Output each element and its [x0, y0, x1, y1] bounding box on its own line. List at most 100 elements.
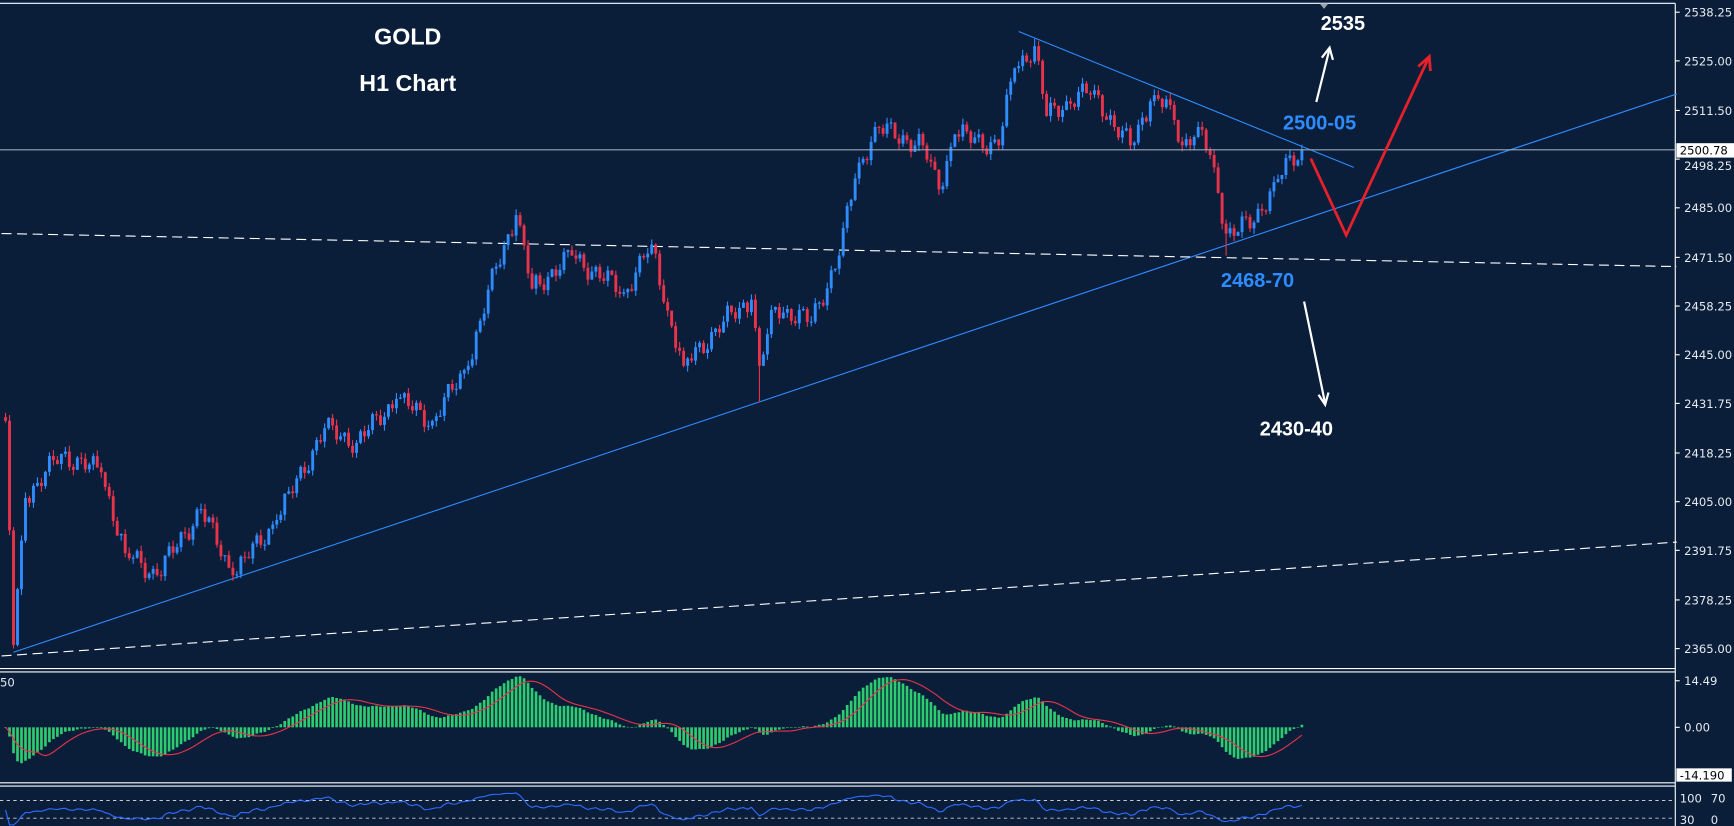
- candle-body: [1196, 126, 1200, 137]
- macd-bar: [211, 727, 215, 728]
- candle-body: [478, 320, 482, 332]
- macd-bar: [1045, 705, 1048, 728]
- candle-body: [957, 134, 961, 137]
- macd-bar: [355, 705, 358, 728]
- macd-bar: [155, 727, 159, 757]
- candle-body: [474, 331, 478, 360]
- trendlines[interactable]: [1, 30, 1678, 657]
- macd-bar: [411, 707, 414, 728]
- macd-bar: [127, 727, 131, 749]
- rsi-levels: [0, 800, 1676, 819]
- macd-bar: [538, 695, 542, 728]
- candle-body: [87, 464, 91, 470]
- candle-body: [865, 158, 869, 161]
- macd-bar: [730, 727, 733, 736]
- candle-body: [1116, 126, 1120, 138]
- macd-bar: [550, 702, 554, 728]
- candle-body: [1132, 142, 1136, 146]
- trendline-channel-upper[interactable]: [1, 232, 1677, 268]
- candle-body: [518, 215, 522, 226]
- candle-body: [398, 397, 402, 399]
- macd-bar: [1077, 720, 1080, 728]
- candle-body: [16, 589, 19, 645]
- candle-body: [1192, 136, 1196, 146]
- macd-bar: [546, 701, 550, 728]
- annotation-target-up: 2535: [1321, 13, 1365, 35]
- macd-bar: [76, 727, 79, 730]
- macd-bar: [530, 687, 534, 728]
- candle-body: [666, 302, 670, 311]
- y-tick-label: 2431.75: [1684, 397, 1732, 411]
- shift-marker-icon: [1319, 3, 1329, 9]
- candle-body: [654, 244, 658, 254]
- macd-bar: [622, 725, 626, 728]
- candle-body: [734, 312, 737, 319]
- candle-body: [95, 456, 99, 468]
- macd-bar: [1049, 708, 1052, 728]
- candle-body: [442, 397, 446, 416]
- macd-bar: [1296, 727, 1300, 728]
- chart-title: GOLD: [374, 23, 441, 49]
- rsi-axis-70: 70: [1711, 792, 1726, 806]
- candle-body: [83, 458, 87, 470]
- current-price-label-box: [1676, 143, 1734, 158]
- macd-bar: [885, 677, 889, 728]
- candle-body: [502, 245, 506, 265]
- candle-body: [809, 321, 813, 323]
- trendline-support-ascending[interactable]: [13, 93, 1678, 653]
- candle-body: [347, 432, 351, 446]
- macd-bar: [119, 727, 123, 743]
- panel-separators[interactable]: [0, 668, 1676, 787]
- candle-body: [1061, 109, 1065, 117]
- macd-bar: [786, 727, 789, 728]
- candle-body: [849, 199, 853, 206]
- candle-body: [91, 456, 95, 465]
- trendline-resistance-descending[interactable]: [1018, 30, 1354, 168]
- macd-bar: [163, 727, 167, 755]
- macd-bar: [929, 702, 933, 728]
- candle-body: [207, 517, 211, 522]
- macd-bar: [1021, 701, 1025, 728]
- macd-bar: [774, 727, 777, 731]
- candle-body: [99, 467, 103, 473]
- macd-bar: [251, 727, 255, 736]
- candle-body: [1144, 117, 1148, 122]
- macd-bar: [171, 727, 175, 750]
- candle-body: [235, 574, 239, 576]
- candle-body: [574, 255, 578, 259]
- macd-bar: [722, 727, 725, 741]
- candle-body: [1252, 222, 1256, 229]
- macd-bar: [159, 727, 163, 757]
- trendline-channel-lower[interactable]: [1, 541, 1677, 657]
- macd-bar: [462, 711, 466, 728]
- macd-bar: [175, 727, 179, 748]
- macd-bar: [606, 719, 610, 728]
- candle-body: [430, 420, 434, 426]
- macd-bar: [466, 710, 470, 728]
- macd-bar: [1236, 727, 1240, 759]
- macd-bar: [438, 717, 442, 728]
- macd-bar: [279, 724, 283, 728]
- candle-body: [135, 551, 139, 558]
- macd-bar: [1013, 706, 1017, 728]
- candle-body: [937, 169, 941, 190]
- candle-body: [1300, 149, 1304, 161]
- macd-bar: [977, 712, 981, 728]
- macd-bar: [614, 722, 618, 728]
- macd-bar: [718, 727, 721, 744]
- candle-body: [410, 406, 414, 411]
- macd-bar: [1148, 727, 1152, 732]
- macd-bar: [24, 727, 27, 761]
- macd-bar: [1097, 720, 1100, 728]
- macd-bar: [1216, 727, 1220, 742]
- candle-body: [1037, 46, 1041, 61]
- candle-body: [789, 308, 793, 321]
- macd-bar: [1029, 699, 1032, 728]
- macd-bar: [845, 705, 849, 728]
- candle-body: [1077, 91, 1080, 107]
- macd-bar: [618, 724, 622, 728]
- macd-bar: [909, 689, 913, 728]
- candle-body: [319, 440, 323, 442]
- macd-bar: [99, 727, 103, 729]
